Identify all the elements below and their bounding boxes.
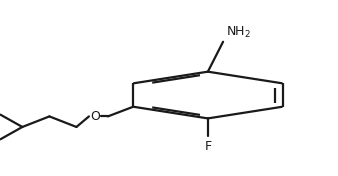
Text: F: F bbox=[204, 140, 212, 153]
Text: NH$_2$: NH$_2$ bbox=[226, 25, 251, 40]
Text: O: O bbox=[90, 110, 100, 123]
